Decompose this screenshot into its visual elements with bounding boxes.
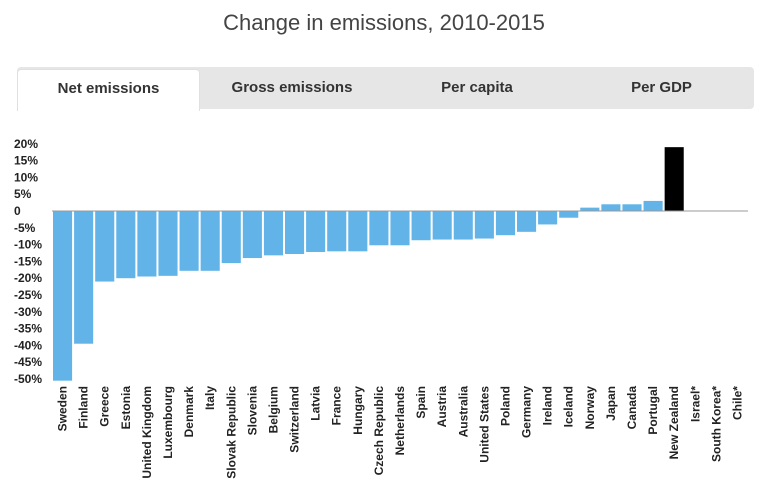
- x-tick-label: Slovenia: [245, 386, 259, 436]
- bar-spain[interactable]: [411, 211, 431, 241]
- y-tick-label: -10%: [14, 238, 42, 252]
- y-tick-label: -5%: [14, 221, 36, 235]
- x-tick-label: Canada: [625, 386, 639, 430]
- bar-germany[interactable]: [517, 211, 537, 232]
- bar-estonia[interactable]: [116, 211, 136, 279]
- y-tick-label: -40%: [14, 338, 42, 352]
- x-tick-label: Poland: [498, 386, 512, 426]
- bar-belgium[interactable]: [263, 211, 283, 256]
- x-tick-label: Ireland: [541, 386, 555, 425]
- bar-switzerland[interactable]: [285, 211, 305, 255]
- bar-hungary[interactable]: [348, 211, 368, 252]
- y-tick-label: -20%: [14, 271, 42, 285]
- tab-per-capita[interactable]: Per capita: [441, 79, 513, 96]
- bar-luxembourg[interactable]: [158, 211, 178, 276]
- y-tick-label: 15%: [14, 154, 38, 168]
- bar-sweden[interactable]: [53, 211, 73, 381]
- y-tick-label: 20%: [14, 137, 38, 151]
- bar-portugal[interactable]: [643, 200, 663, 211]
- x-tick-label: Spain: [414, 386, 428, 419]
- x-tick-label: Estonia: [119, 386, 133, 430]
- x-tick-label: Czech Republic: [372, 386, 386, 476]
- x-tick-label: Japan: [604, 386, 618, 421]
- x-tick-label: Germany: [520, 386, 534, 438]
- bar-new-zealand[interactable]: [664, 147, 684, 211]
- x-tick-label: Luxembourg: [161, 386, 175, 459]
- bar-italy[interactable]: [200, 211, 220, 271]
- bar-united-kingdom[interactable]: [137, 211, 157, 277]
- y-tick-label: 5%: [14, 187, 32, 201]
- bar-slovenia[interactable]: [242, 211, 262, 259]
- y-tick-label: -45%: [14, 355, 42, 369]
- bar-slovak-republic[interactable]: [221, 211, 241, 264]
- y-tick-label: -30%: [14, 305, 42, 319]
- y-tick-label: 0: [14, 204, 21, 218]
- x-tick-label: Chile*: [730, 386, 744, 420]
- x-tick-label: United States: [477, 386, 491, 463]
- x-tick-label: Norway: [583, 386, 597, 430]
- bar-netherlands[interactable]: [390, 211, 410, 246]
- bar-iceland[interactable]: [559, 211, 579, 218]
- bar-japan[interactable]: [601, 204, 621, 211]
- bar-canada[interactable]: [622, 204, 642, 211]
- x-tick-label: South Korea*: [709, 386, 723, 462]
- chart-title: Change in emissions, 2010-2015: [223, 10, 545, 35]
- x-tick-label: Australia: [456, 386, 470, 438]
- y-axis: 20% 15% 10% 5% 0 -5% -10% -15% -20% -25% -30% -35% -…: [14, 137, 42, 386]
- bar-united-states[interactable]: [474, 211, 494, 239]
- x-tick-label: Iceland: [562, 386, 576, 427]
- x-tick-label: France: [330, 386, 344, 426]
- x-tick-label: Israel*: [688, 386, 702, 422]
- x-tick-label: Hungary: [351, 386, 365, 435]
- x-tick-label: Belgium: [266, 386, 280, 433]
- x-tick-label: Sweden: [56, 386, 70, 431]
- tab-net-emissions[interactable]: Net emissions: [17, 69, 200, 111]
- bars: [53, 147, 684, 381]
- bar-austria[interactable]: [432, 211, 452, 240]
- y-tick-label: 10%: [14, 170, 38, 184]
- bar-greece[interactable]: [95, 211, 115, 282]
- x-tick-label: New Zealand: [667, 386, 681, 459]
- x-tick-label: Slovak Republic: [224, 386, 238, 479]
- tab-gross-emissions[interactable]: Gross emissions: [231, 79, 353, 96]
- bar-czech-republic[interactable]: [369, 211, 389, 246]
- y-tick-label: -35%: [14, 322, 42, 336]
- x-tick-label: Italy: [203, 386, 217, 410]
- y-tick-label: -50%: [14, 372, 42, 386]
- x-tick-label: Austria: [435, 386, 449, 428]
- bar-france[interactable]: [327, 211, 347, 252]
- bar-denmark[interactable]: [179, 211, 199, 271]
- tab-bar: Net emissions Gross emissions Per capita…: [17, 67, 754, 111]
- x-tick-label: Finland: [77, 386, 91, 429]
- x-tick-label: Latvia: [309, 386, 323, 421]
- tab-per-gdp[interactable]: Per GDP: [631, 79, 692, 96]
- bar-ireland[interactable]: [538, 211, 558, 225]
- bar-finland[interactable]: [74, 211, 94, 344]
- bar-poland[interactable]: [495, 211, 515, 236]
- x-axis-labels: Sweden Finland Greece Estonia United Kingdom…: [56, 386, 745, 479]
- y-tick-label: -25%: [14, 288, 42, 302]
- x-tick-label: United Kingdom: [140, 386, 154, 479]
- x-tick-label: Denmark: [182, 386, 196, 438]
- x-tick-label: Netherlands: [393, 386, 407, 456]
- bar-norway[interactable]: [580, 207, 600, 211]
- bar-australia[interactable]: [453, 211, 473, 240]
- x-tick-label: Switzerland: [288, 386, 302, 453]
- bar-latvia[interactable]: [306, 211, 326, 252]
- x-tick-label: Greece: [98, 386, 112, 427]
- x-tick-label: Portugal: [646, 386, 660, 435]
- y-tick-label: -15%: [14, 254, 42, 268]
